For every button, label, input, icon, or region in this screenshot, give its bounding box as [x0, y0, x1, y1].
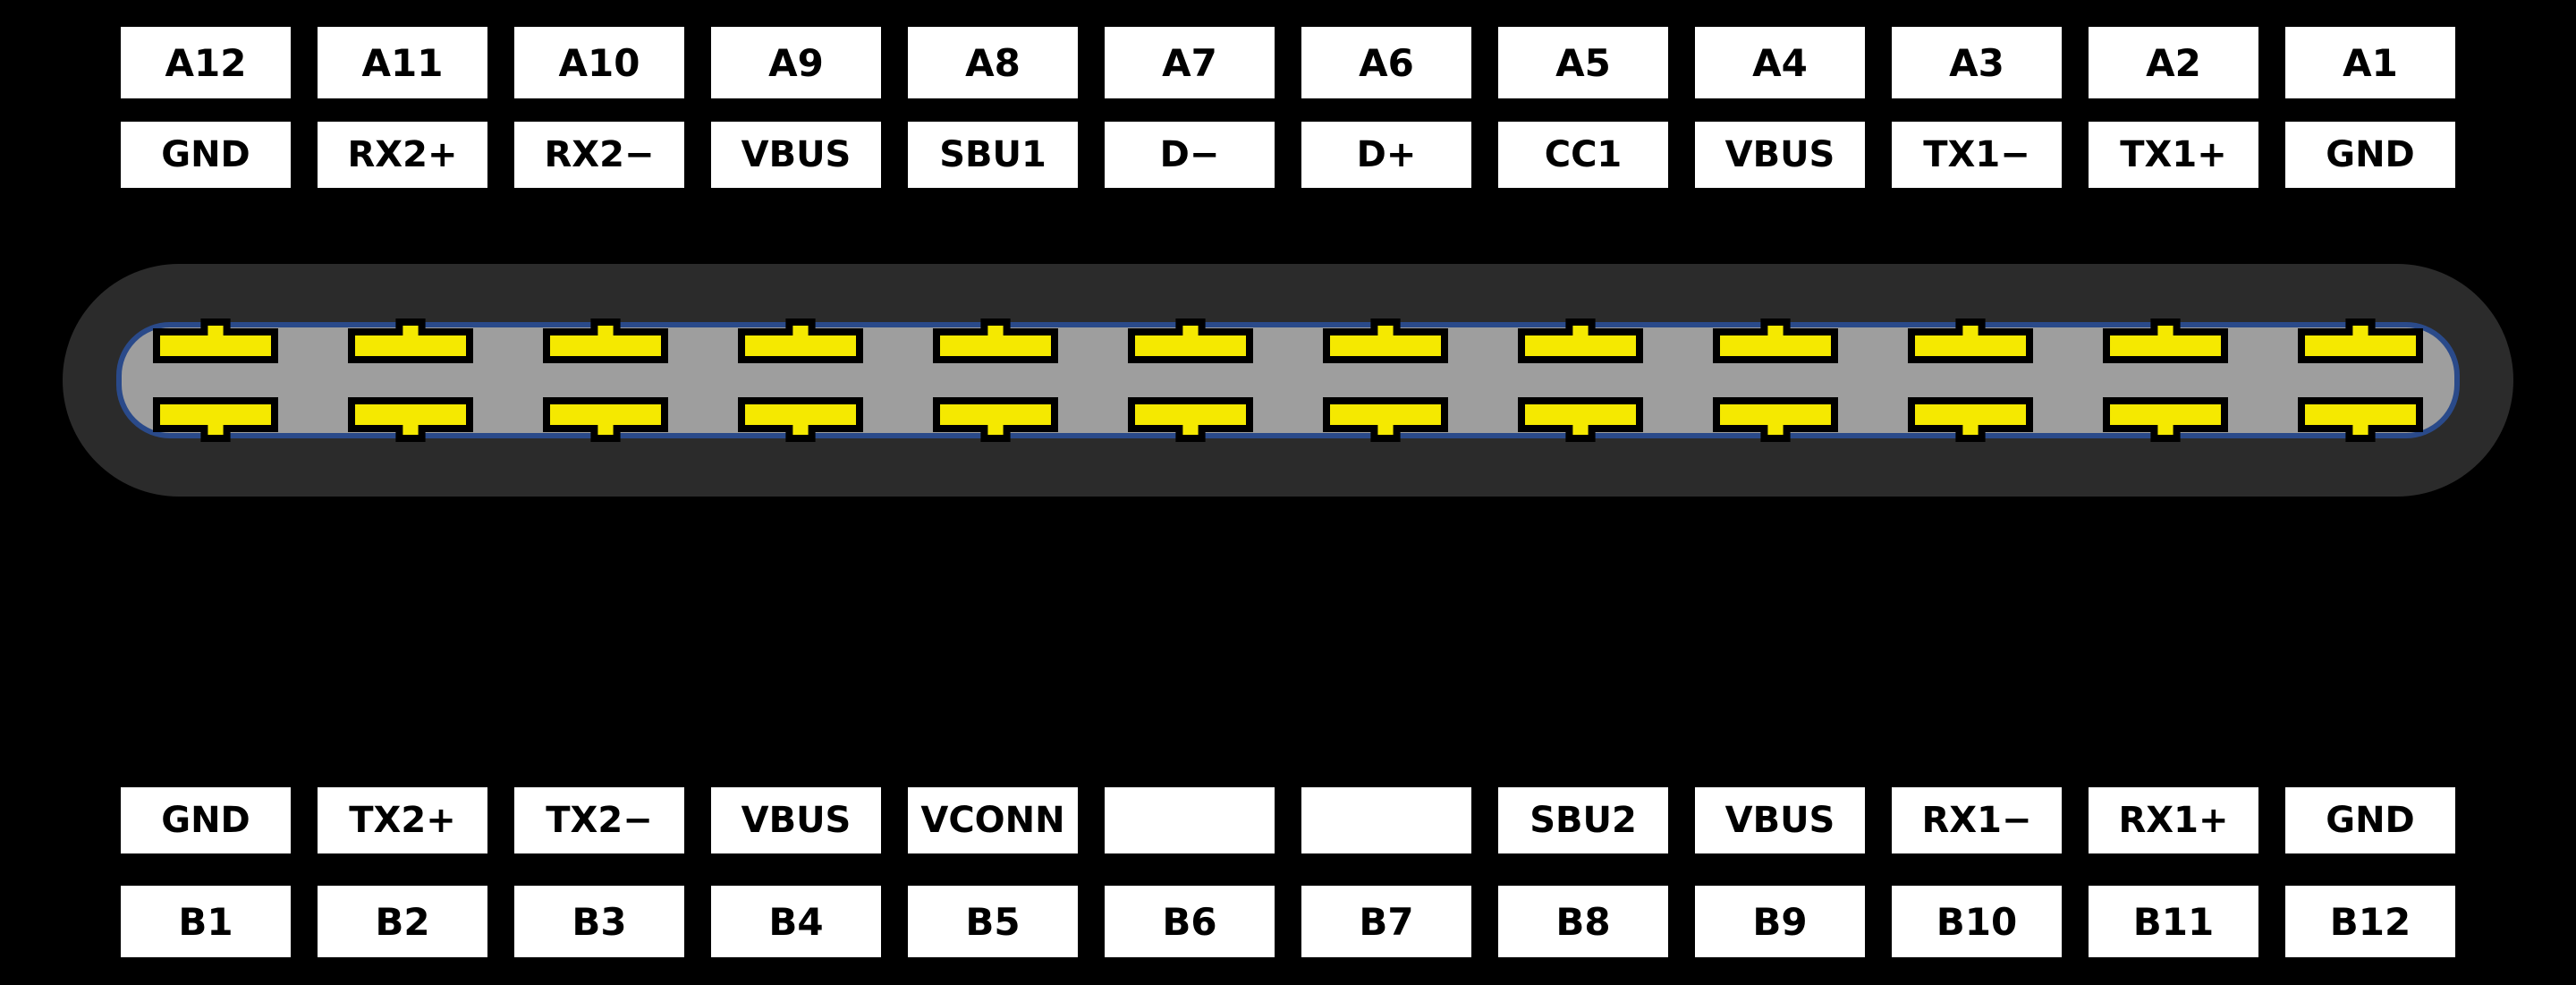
contact-bottom-1 — [348, 397, 473, 442]
contact-bottom-0 — [153, 397, 278, 442]
pin-id-b-2: B3 — [514, 886, 684, 957]
signal-b-4: VCONN — [908, 787, 1078, 853]
pin-id-a-10: A2 — [2089, 27, 2258, 98]
signal-b-11: GND — [2285, 787, 2455, 853]
pin-id-b-10: B11 — [2089, 886, 2258, 957]
pin-id-a-1: A11 — [318, 27, 487, 98]
signal-b-3: VBUS — [711, 787, 881, 853]
contact-bottom-3 — [738, 397, 863, 442]
contact-top-11 — [2298, 318, 2423, 363]
signal-a-1: RX2+ — [318, 122, 487, 188]
signal-a-11: GND — [2285, 122, 2455, 188]
contact-bottom-8 — [1713, 397, 1838, 442]
signal-b-8: VBUS — [1695, 787, 1865, 853]
pin-id-b-3: B4 — [711, 886, 881, 957]
signal-b-7: SBU2 — [1498, 787, 1668, 853]
signal-a-4: SBU1 — [908, 122, 1078, 188]
signal-a-10: TX1+ — [2089, 122, 2258, 188]
contact-bottom-10 — [2103, 397, 2228, 442]
contact-bottom-4 — [933, 397, 1058, 442]
contact-top-8 — [1713, 318, 1838, 363]
signal-a-9: TX1− — [1892, 122, 2062, 188]
contact-top-0 — [153, 318, 278, 363]
pin-id-row-b: B1 B2 B3 B4 B5 B6 B7 B8 B9 B10 B11 B12 — [0, 886, 2576, 957]
signal-b-10: RX1+ — [2089, 787, 2258, 853]
pin-id-b-6: B7 — [1301, 886, 1471, 957]
pin-id-a-7: A5 — [1498, 27, 1668, 98]
signal-a-7: CC1 — [1498, 122, 1668, 188]
pin-id-row-a: A12 A11 A10 A9 A8 A7 A6 A5 A4 A3 A2 A1 — [0, 27, 2576, 98]
pin-id-b-8: B9 — [1695, 886, 1865, 957]
pin-id-a-5: A7 — [1105, 27, 1275, 98]
pin-id-a-2: A10 — [514, 27, 684, 98]
contact-bottom-5 — [1128, 397, 1253, 442]
signal-b-0: GND — [121, 787, 291, 853]
signal-b-9: RX1− — [1892, 787, 2062, 853]
pin-id-a-3: A9 — [711, 27, 881, 98]
signal-a-5: D− — [1105, 122, 1275, 188]
signal-a-3: VBUS — [711, 122, 881, 188]
pin-id-b-9: B10 — [1892, 886, 2062, 957]
pin-id-b-5: B6 — [1105, 886, 1275, 957]
signal-b-2: TX2− — [514, 787, 684, 853]
pin-id-a-0: A12 — [121, 27, 291, 98]
contact-top-4 — [933, 318, 1058, 363]
contact-row-bottom — [63, 397, 2513, 442]
contact-top-3 — [738, 318, 863, 363]
pin-id-a-4: A8 — [908, 27, 1078, 98]
signal-a-8: VBUS — [1695, 122, 1865, 188]
signal-b-1: TX2+ — [318, 787, 487, 853]
contact-top-9 — [1908, 318, 2033, 363]
contact-bottom-9 — [1908, 397, 2033, 442]
pin-id-b-7: B8 — [1498, 886, 1668, 957]
pin-id-a-11: A1 — [2285, 27, 2455, 98]
contact-top-1 — [348, 318, 473, 363]
contact-bottom-2 — [543, 397, 668, 442]
signal-b-5 — [1105, 787, 1275, 853]
contact-top-10 — [2103, 318, 2228, 363]
pin-id-a-6: A6 — [1301, 27, 1471, 98]
contact-top-2 — [543, 318, 668, 363]
contact-top-5 — [1128, 318, 1253, 363]
pin-id-b-4: B5 — [908, 886, 1078, 957]
usb-c-connector — [63, 264, 2513, 497]
signal-row-b: GND TX2+ TX2− VBUS VCONN SBU2 VBUS RX1− RX1+ GND — [0, 787, 2576, 853]
contact-top-6 — [1323, 318, 1448, 363]
signal-a-2: RX2− — [514, 122, 684, 188]
signal-row-a: GND RX2+ RX2− VBUS SBU1 D− D+ CC1 VBUS TX1− TX1+ GN… — [0, 122, 2576, 188]
signal-a-6: D+ — [1301, 122, 1471, 188]
contact-bottom-11 — [2298, 397, 2423, 442]
pin-id-b-0: B1 — [121, 886, 291, 957]
signal-a-0: GND — [121, 122, 291, 188]
pin-id-a-8: A4 — [1695, 27, 1865, 98]
signal-b-6 — [1301, 787, 1471, 853]
pin-id-b-1: B2 — [318, 886, 487, 957]
contact-bottom-6 — [1323, 397, 1448, 442]
pin-id-b-11: B12 — [2285, 886, 2455, 957]
contact-row-top — [63, 318, 2513, 363]
pin-id-a-9: A3 — [1892, 27, 2062, 98]
contact-bottom-7 — [1518, 397, 1643, 442]
contact-top-7 — [1518, 318, 1643, 363]
